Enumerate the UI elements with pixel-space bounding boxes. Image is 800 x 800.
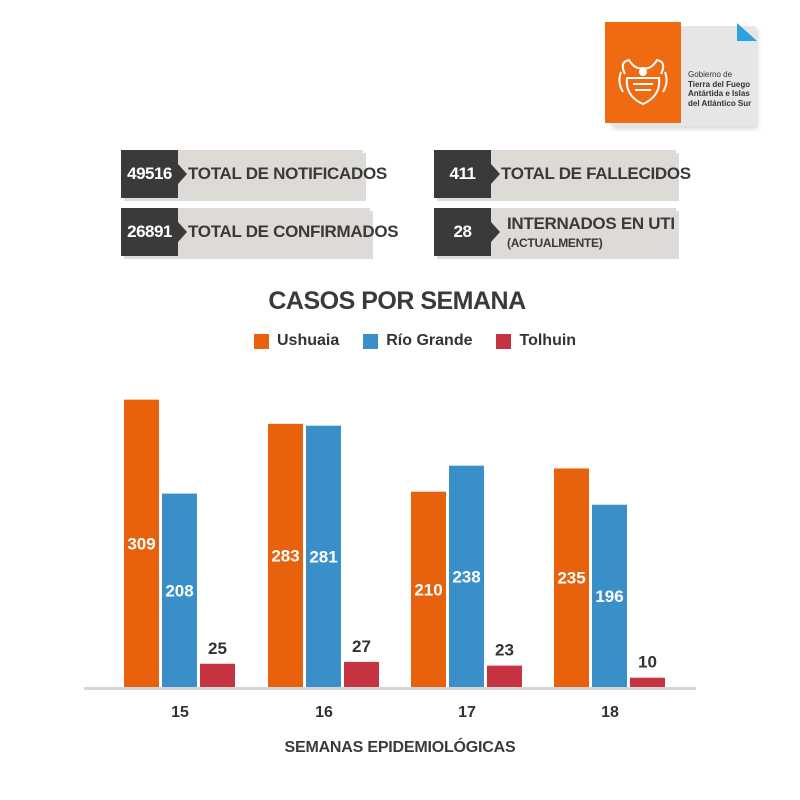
bar [306,425,341,687]
bar [268,423,303,687]
stat-confirmados: TOTAL DE CONFIRMADOS 26891 [121,208,399,259]
chart-legend: Ushuaia Río Grande Tolhuin [254,330,600,352]
stat-label: TOTAL DE FALLECIDOS [501,164,691,183]
bar [344,661,379,687]
corner-triangle-icon [737,23,757,41]
data-label: 281 [309,547,337,566]
data-label: 238 [452,567,480,586]
stat-label: INTERNADOS EN UTI [507,214,675,233]
stat-label: TOTAL DE NOTIFICADOS [188,164,387,183]
logo-text: Gobierno de Tierra del Fuego Antártida e… [688,70,758,108]
data-label: 23 [495,641,514,660]
x-tick-label: 18 [601,704,619,721]
data-label: 25 [208,639,227,658]
bar [200,663,235,687]
stat-sublabel: (ACTUALMENTE) [507,236,603,250]
bar [554,468,589,687]
data-label: 283 [271,546,299,565]
legend-label: Ushuaia [277,332,340,349]
stat-value: 49516 [121,150,178,198]
x-tick-label: 16 [315,704,333,721]
stat-value: 26891 [121,208,178,256]
legend-item-ushuaia: Ushuaia [254,332,339,350]
x-tick-label: 17 [458,704,476,721]
bar [124,399,159,687]
bar [487,665,522,687]
stat-notificados: TOTAL DE NOTIFICADOS 49516 [121,150,387,201]
logo-line-2: Tierra del Fuego [688,79,751,89]
x-axis-line [84,687,696,690]
stat-internados-uti: INTERNADOS EN UTI (ACTUALMENTE) 28 [434,208,679,259]
legend-swatch [363,333,379,349]
legend-swatch [254,333,269,349]
x-tick-label: 15 [171,704,189,721]
logo-line-3: Antártida e Islas [688,89,750,98]
coat-of-arms-icon [618,58,668,106]
legend-item-rio-grande: Río Grande [363,332,472,350]
stat-fallecidos: TOTAL DE FALLECIDOS 411 [434,150,691,201]
data-label: 235 [557,569,585,588]
data-label: 196 [595,587,623,606]
bar [449,465,484,687]
legend-swatch [496,333,512,349]
data-label: 10 [638,653,657,672]
data-label: 208 [165,581,193,600]
logo-line-4: del Atlántico Sur [688,98,752,108]
logo-line-1: Gobierno de [688,70,733,79]
bar [592,504,627,687]
legend-item-tolhuin: Tolhuin [496,332,576,350]
stat-value: 28 [434,208,491,256]
x-axis-title: SEMANAS EPIDEMIOLÓGICAS [284,739,516,756]
data-label: 309 [127,534,155,553]
chart-title: CASOS POR SEMANA [268,287,526,315]
stat-label: TOTAL DE CONFIRMADOS [188,222,399,241]
data-label: 27 [352,637,371,656]
stat-value: 411 [434,150,491,198]
legend-label: Tolhuin [519,332,577,349]
bar-chart: 309 208 25 15 283 281 27 16 210 238 23 17 235 196 10 18 [84,399,696,721]
bar [630,677,665,687]
legend-label: Río Grande [386,332,473,349]
data-label: 210 [414,580,442,599]
bar [411,491,446,687]
bar [162,493,197,687]
logo-emblem [605,22,681,123]
